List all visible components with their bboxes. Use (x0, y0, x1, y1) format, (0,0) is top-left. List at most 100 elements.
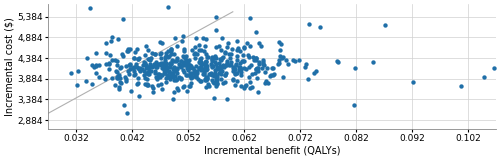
Point (206, 73, 214, 75)
Point (246, 45, 254, 48)
Point (186, 66, 194, 69)
Point (152, 63, 160, 66)
Point (212, 16, 220, 19)
Point (196, 61, 204, 64)
Point (229, 69, 237, 72)
Point (144, 73, 152, 75)
Point (196, 59, 204, 62)
Point (310, 72, 318, 74)
Point (136, 70, 144, 72)
Point (228, 61, 235, 63)
Point (148, 65, 156, 68)
Point (146, 68, 154, 71)
Point (102, 51, 110, 54)
Point (163, 68, 171, 71)
Point (210, 80, 218, 83)
Point (156, 74, 164, 76)
Point (134, 57, 142, 59)
Point (237, 84, 245, 87)
Point (182, 59, 190, 61)
Point (140, 54, 148, 57)
Point (216, 59, 224, 62)
Point (274, 40, 282, 43)
Point (212, 46, 220, 48)
Point (216, 58, 224, 60)
Point (175, 76, 183, 78)
Point (279, 56, 287, 58)
Point (102, 62, 110, 65)
Point (173, 72, 181, 75)
Point (208, 73, 216, 76)
Point (158, 74, 166, 77)
Point (34, 49, 42, 51)
Point (236, 67, 244, 69)
Point (154, 73, 162, 75)
Point (202, 86, 210, 88)
Point (158, 67, 166, 69)
Point (169, 68, 177, 70)
Point (116, 81, 124, 83)
Point (222, 73, 230, 76)
Point (244, 76, 252, 78)
Point (195, 67, 203, 69)
Point (202, 68, 210, 71)
Point (276, 55, 284, 57)
Point (250, 72, 258, 74)
Point (278, 57, 285, 60)
Point (195, 61, 203, 63)
Point (113, 75, 121, 78)
Point (264, 66, 272, 69)
Point (180, 84, 188, 87)
Point (231, 67, 239, 70)
Point (217, 73, 225, 76)
Point (126, 67, 134, 70)
Point (262, 70, 270, 73)
Point (168, 63, 175, 65)
Point (170, 90, 178, 93)
Point (194, 78, 202, 81)
Point (216, 45, 224, 47)
Point (166, 78, 174, 81)
Point (252, 31, 260, 33)
Point (178, 64, 186, 67)
Point (192, 37, 200, 39)
Point (208, 72, 216, 74)
Point (191, 72, 199, 74)
Point (160, 69, 168, 71)
Point (156, 73, 164, 76)
Point (204, 56, 212, 58)
Point (250, 59, 258, 62)
Point (186, 85, 194, 88)
Point (141, 77, 149, 79)
Point (206, 84, 214, 87)
Point (304, 77, 312, 80)
Point (190, 68, 198, 71)
Point (270, 73, 278, 76)
Point (253, 66, 261, 69)
Point (240, 67, 248, 69)
Point (239, 54, 247, 56)
Point (203, 64, 211, 67)
Point (187, 73, 195, 76)
Point (145, 66, 153, 68)
Point (240, 60, 248, 62)
Point (126, 64, 134, 67)
Point (170, 67, 178, 69)
Point (222, 72, 230, 74)
Point (167, 48, 175, 51)
Point (216, 69, 224, 72)
Point (124, 73, 132, 76)
Point (114, 38, 122, 40)
Point (146, 59, 154, 62)
Point (200, 72, 208, 74)
Point (246, 87, 254, 90)
Point (170, 65, 178, 68)
Point (228, 63, 235, 66)
Point (169, 75, 177, 78)
Point (164, 6, 172, 8)
Point (183, 66, 191, 69)
Point (230, 65, 238, 68)
Point (260, 64, 268, 66)
Point (199, 37, 207, 39)
Point (188, 48, 196, 51)
